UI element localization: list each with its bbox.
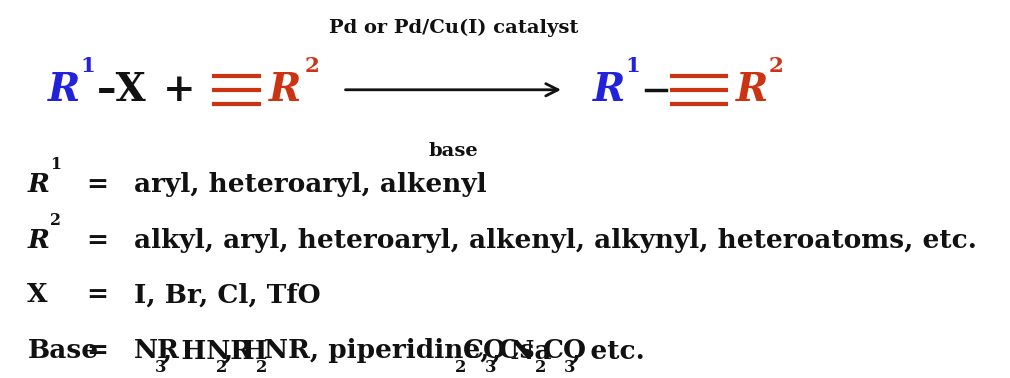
Text: alkyl, aryl, heteroaryl, alkenyl, alkynyl, heteroatoms, etc.: alkyl, aryl, heteroaryl, alkenyl, alkyny… — [134, 228, 977, 253]
Text: 3: 3 — [485, 359, 496, 376]
Text: =: = — [86, 282, 108, 307]
Text: CO: CO — [464, 338, 507, 363]
Text: 2: 2 — [50, 212, 62, 229]
Text: , H: , H — [224, 338, 268, 363]
Text: R: R — [47, 71, 80, 109]
Text: 2: 2 — [304, 56, 319, 76]
Text: 1: 1 — [81, 56, 95, 76]
Text: =: = — [86, 228, 108, 253]
Text: X: X — [27, 282, 48, 307]
Text: R: R — [27, 172, 49, 197]
Text: Base: Base — [27, 338, 99, 363]
Text: 2: 2 — [216, 359, 227, 376]
Text: +: + — [163, 71, 195, 109]
Text: R: R — [736, 71, 768, 109]
Text: R: R — [593, 71, 625, 109]
Text: 3: 3 — [156, 359, 167, 376]
Text: 2: 2 — [534, 359, 546, 376]
Text: base: base — [428, 143, 478, 160]
Text: I, Br, Cl, TfO: I, Br, Cl, TfO — [134, 282, 320, 307]
Text: CO: CO — [542, 338, 587, 363]
Text: NR: NR — [134, 338, 180, 363]
Text: R: R — [269, 71, 301, 109]
Text: aryl, heteroaryl, alkenyl: aryl, heteroaryl, alkenyl — [134, 172, 487, 197]
Text: 2: 2 — [456, 359, 467, 376]
Text: =: = — [86, 172, 108, 197]
Text: R: R — [27, 228, 49, 253]
Text: 2: 2 — [769, 56, 784, 76]
Text: 1: 1 — [50, 156, 62, 173]
Text: Pd or Pd/Cu(I) catalyst: Pd or Pd/Cu(I) catalyst — [328, 19, 578, 37]
Text: , etc.: , etc. — [572, 338, 644, 363]
Text: =: = — [86, 338, 108, 363]
Text: 1: 1 — [625, 56, 640, 76]
Text: , Na: , Na — [492, 338, 551, 363]
Text: NR, piperidine, Cs: NR, piperidine, Cs — [264, 338, 534, 363]
Text: 2: 2 — [256, 359, 268, 376]
Text: 3: 3 — [564, 359, 576, 376]
Text: –X: –X — [97, 71, 146, 109]
Text: , HNR: , HNR — [163, 338, 252, 363]
